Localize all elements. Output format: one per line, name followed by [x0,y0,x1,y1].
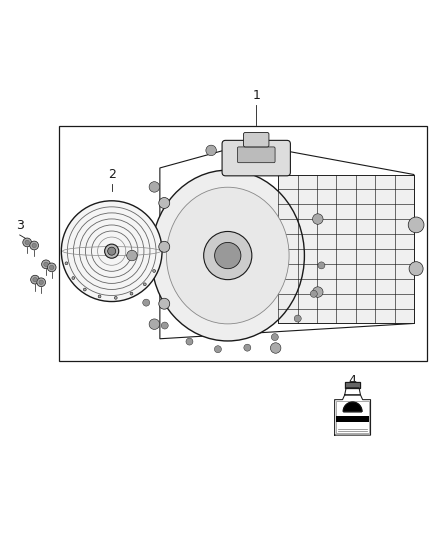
Ellipse shape [159,241,170,252]
Polygon shape [346,382,360,388]
Circle shape [39,280,43,285]
Bar [336,416,369,422]
Circle shape [105,244,119,258]
Circle shape [409,262,423,276]
Ellipse shape [159,298,170,309]
FancyBboxPatch shape [244,133,269,147]
Circle shape [149,182,159,192]
Circle shape [270,343,281,353]
Circle shape [31,275,39,284]
Circle shape [215,243,241,269]
Bar [59,126,427,361]
Circle shape [161,322,168,329]
Circle shape [206,145,216,156]
Bar [336,401,369,433]
Circle shape [244,344,251,351]
Circle shape [33,278,37,282]
Circle shape [313,287,323,297]
Circle shape [270,158,281,168]
Circle shape [37,278,46,287]
Circle shape [114,296,117,299]
Circle shape [318,262,325,269]
Text: 2: 2 [108,168,116,181]
Ellipse shape [159,198,170,208]
Circle shape [23,238,32,247]
Circle shape [149,319,159,329]
Circle shape [108,247,116,255]
Circle shape [32,243,36,248]
Circle shape [143,299,150,306]
Circle shape [215,346,222,353]
Bar [278,174,414,324]
Ellipse shape [151,170,304,341]
Circle shape [83,288,86,291]
Circle shape [186,338,193,345]
Circle shape [204,231,252,280]
FancyBboxPatch shape [222,140,290,176]
Circle shape [294,315,301,322]
Circle shape [25,240,29,245]
Circle shape [30,241,39,250]
Text: 4: 4 [349,374,357,387]
Circle shape [49,265,54,270]
Text: 1: 1 [252,89,260,102]
Circle shape [65,262,68,265]
Circle shape [47,263,56,272]
Polygon shape [345,388,360,395]
Circle shape [313,214,323,224]
FancyBboxPatch shape [237,147,275,163]
Circle shape [72,277,75,279]
Circle shape [127,251,137,261]
Ellipse shape [166,187,289,324]
Circle shape [42,260,50,269]
Circle shape [44,262,48,266]
Circle shape [271,334,279,341]
Circle shape [143,283,146,286]
Circle shape [98,295,101,298]
Circle shape [408,217,424,233]
Circle shape [310,290,317,297]
Polygon shape [343,402,362,411]
Circle shape [153,270,155,272]
Text: 3: 3 [16,220,24,232]
Polygon shape [335,395,371,435]
Circle shape [130,292,133,295]
Circle shape [61,201,162,302]
